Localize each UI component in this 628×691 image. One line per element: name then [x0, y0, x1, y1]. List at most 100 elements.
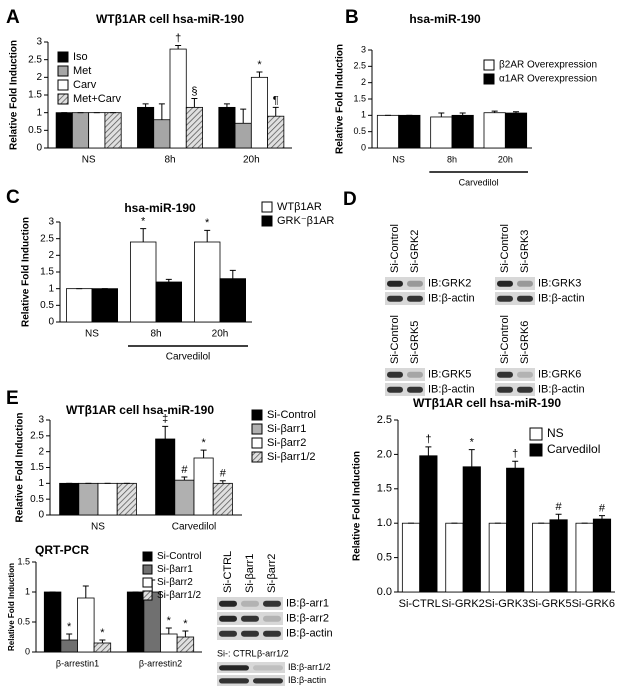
error-bar	[272, 106, 279, 117]
lane-label: Si-GRK2	[409, 230, 421, 273]
significance-marker: #	[181, 464, 188, 476]
blot-band	[387, 371, 403, 378]
bar	[451, 114, 474, 149]
legend-swatch	[57, 51, 69, 63]
blot-band	[387, 386, 403, 393]
legend-swatch	[142, 564, 153, 575]
blot-band	[387, 295, 403, 302]
significance-marker: *	[470, 436, 475, 448]
blot-band	[517, 295, 533, 302]
chart-title: WTβ1AR cell hsa-miR-190	[413, 396, 561, 410]
bar	[78, 482, 99, 516]
y-tick-label: 1.5	[353, 93, 366, 103]
legend-swatch	[529, 443, 543, 457]
legend-label: WTβ1AR	[277, 201, 322, 213]
y-tick-label: 0.5	[30, 494, 44, 505]
bar	[549, 519, 568, 593]
group-label: Carvedilol	[166, 352, 210, 363]
error-bar	[165, 278, 172, 282]
legend-label: GRK⁻β1AR	[277, 215, 334, 227]
blot-band	[253, 665, 283, 671]
bar	[506, 467, 525, 593]
bar	[504, 112, 528, 149]
x-tick-label: Si-GRK2	[441, 598, 484, 610]
blot-band	[517, 386, 533, 393]
bar	[250, 76, 268, 149]
bar	[155, 281, 183, 323]
blot-band	[219, 665, 249, 671]
y-tick-label: 0	[25, 646, 30, 656]
bar	[169, 48, 187, 149]
error-bar	[165, 627, 172, 634]
y-tick-label: 1.5	[30, 462, 44, 473]
legend-label: Si-βarr1/2	[267, 451, 316, 463]
chart-title: WTβ1AR cell hsa-miR-190	[66, 403, 214, 417]
bar	[93, 642, 112, 653]
bar	[376, 114, 400, 149]
legend-swatch	[251, 409, 263, 421]
legend-label: β2AR Overexpression	[499, 60, 597, 71]
y-tick-label: 1.5	[377, 483, 392, 495]
blot-band	[407, 386, 423, 393]
y-tick-label: 3	[38, 415, 44, 426]
row-label: IB:GRK2	[428, 277, 471, 289]
y-tick-label: 1	[38, 478, 44, 489]
legend-label: Si-Control	[267, 409, 316, 421]
bar	[155, 438, 176, 516]
y-tick-label: 1.0	[377, 517, 392, 529]
error-bar	[140, 228, 147, 242]
significance-marker: *	[183, 618, 188, 630]
significance-marker: #	[556, 501, 563, 513]
legend-swatch	[57, 93, 69, 105]
x-tick-label: Si-GRK3	[485, 598, 528, 610]
bar	[126, 591, 145, 653]
significance-marker: *	[100, 627, 105, 639]
bar	[174, 479, 195, 516]
legend-swatch	[251, 437, 263, 449]
lane-label: Si-GRK3	[519, 230, 531, 273]
significance-marker: *	[257, 59, 262, 71]
bar	[43, 591, 62, 653]
lane-label: Si-Control	[389, 315, 401, 364]
bar	[212, 482, 233, 516]
x-tick-label: NS	[392, 154, 405, 164]
bar	[59, 482, 80, 516]
error-bar	[491, 110, 498, 113]
y-tick-label: 1.5	[28, 90, 42, 101]
bar	[532, 522, 551, 593]
bar	[398, 114, 421, 149]
row-label: IB:β-actin	[288, 675, 326, 685]
x-tick-label: Carvedilol	[172, 522, 216, 533]
lane-label: Si-Control	[389, 224, 401, 273]
blot-band	[263, 615, 281, 622]
legend-swatch	[483, 73, 495, 85]
error-bar	[512, 460, 519, 469]
blot-strip	[217, 675, 285, 686]
y-tick-label: 3	[48, 217, 54, 228]
y-tick-label: 0	[361, 142, 366, 152]
lane-label: Si-Control	[499, 315, 511, 364]
blot-strip	[217, 662, 285, 673]
error-bar	[513, 111, 519, 114]
row-label: IB:GRK5	[428, 368, 471, 380]
blot-band	[241, 630, 259, 637]
error-bar	[82, 585, 89, 598]
row-label: IB:β-arr2	[286, 612, 329, 624]
x-tick-label: 20h	[212, 329, 229, 340]
significance-marker: *	[67, 621, 72, 633]
chart-title: QRT-PCR	[35, 543, 89, 557]
blot-band	[517, 280, 533, 287]
error-bar	[66, 633, 73, 640]
significance-marker: *	[201, 437, 206, 449]
error-bar	[425, 446, 432, 456]
y-tick-label: 3	[36, 37, 42, 48]
x-tick-label: Si-GRK6	[572, 598, 615, 610]
legend-swatch	[142, 551, 153, 562]
blot-band	[497, 371, 513, 378]
y-tick-label: 1	[25, 586, 30, 596]
significance-marker: #	[220, 468, 227, 480]
significance-marker: *	[205, 217, 210, 229]
error-bar	[204, 229, 211, 242]
bar	[488, 522, 507, 593]
